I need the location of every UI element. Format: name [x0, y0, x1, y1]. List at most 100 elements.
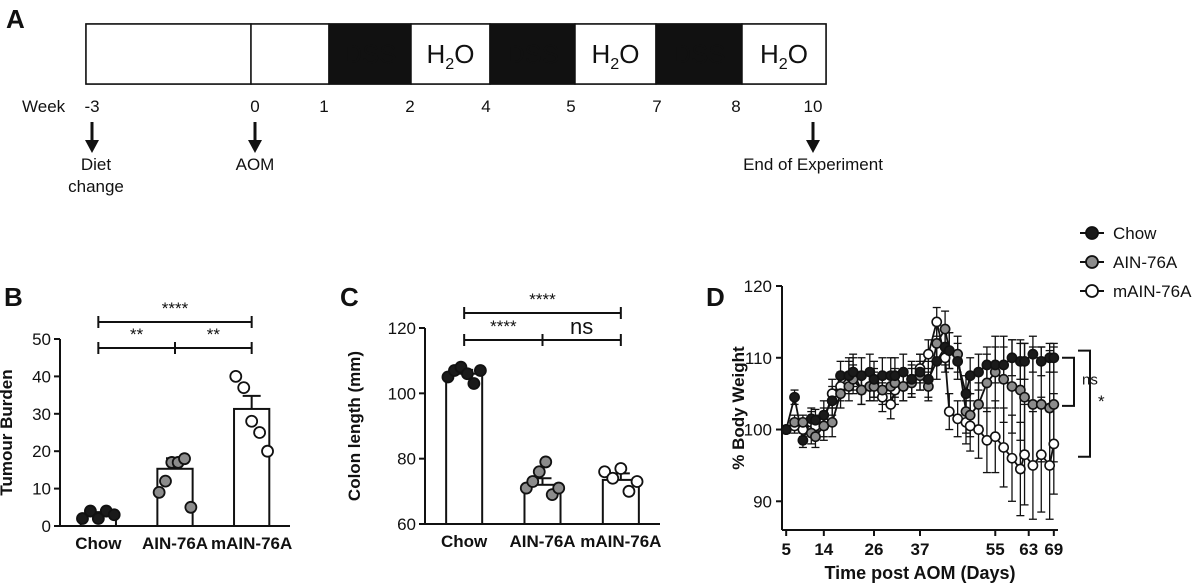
data-point: [245, 414, 259, 428]
data-point: [159, 474, 172, 488]
data-point: [473, 364, 487, 377]
data-point: [939, 323, 951, 335]
data-point: [952, 355, 964, 367]
legend-label: AIN-76A: [1113, 253, 1178, 272]
chart-body-weight: 90 100 110 120 5 14 26 37 55 63 69 Time post AOM (D…: [729, 277, 1105, 583]
y-tick-label: 30: [32, 405, 51, 424]
data-point: [1035, 449, 1047, 461]
timeline-block-label: DSS: [506, 39, 559, 69]
text-part: H: [427, 39, 446, 69]
timeline-block: [741, 23, 827, 85]
text-part: O: [788, 39, 808, 69]
y-tick-label: 100: [388, 384, 416, 403]
x-tick-label: 55: [986, 540, 1005, 559]
data-point: [91, 512, 105, 525]
week-tick-label: 2: [405, 97, 414, 116]
data-point: [532, 465, 546, 479]
arrow-label: Diet: [81, 155, 112, 174]
x-tick-label: 14: [814, 540, 833, 559]
x-tick-label: Chow: [75, 534, 122, 553]
x-tick-label: mAIN-76A: [211, 534, 292, 553]
data-point: [998, 442, 1010, 453]
week-label: Week: [22, 97, 66, 116]
data-point: [826, 416, 838, 428]
data-point: [83, 504, 97, 518]
significance-bracket: [1062, 356, 1075, 407]
data-point: [964, 409, 976, 421]
x-tick-label: 37: [911, 540, 930, 559]
subscript: 2: [610, 55, 619, 73]
data-point: [1027, 460, 1039, 471]
data-point: [606, 471, 620, 485]
panel-label-c: C: [340, 282, 359, 312]
x-tick-label: AIN-76A: [142, 534, 208, 553]
data-point: [780, 424, 792, 435]
data-point: [552, 481, 566, 495]
data-point: [989, 431, 1001, 443]
week-tick-label: 10: [804, 97, 823, 116]
series-line: [785, 321, 1055, 471]
data-point: [467, 377, 481, 390]
timeline-block: [328, 23, 412, 85]
week-tick-label: 5: [566, 97, 575, 116]
text-part: H: [592, 39, 611, 69]
legend-marker: [1085, 255, 1099, 269]
data-point: [931, 355, 943, 367]
data-point: [1014, 463, 1026, 475]
data-point: [107, 508, 121, 522]
y-tick-label: 80: [397, 450, 416, 469]
data-point: [1044, 460, 1056, 471]
data-point: [922, 373, 934, 385]
y-tick-label: 120: [388, 319, 416, 338]
text-part: O: [454, 39, 474, 69]
panel-label-a: A: [6, 4, 25, 34]
week-tick-label: 8: [731, 97, 740, 116]
data-point: [810, 414, 821, 426]
data-point: [622, 484, 636, 498]
data-point: [922, 348, 934, 360]
significance-label: **: [207, 325, 221, 344]
data-point: [960, 388, 972, 400]
data-point: [835, 388, 846, 400]
significance-label: ****: [490, 317, 517, 336]
y-axis-title: % Body Weight: [729, 346, 748, 470]
timeline-block-label: H2O: [760, 39, 808, 73]
subscript: 2: [445, 55, 454, 73]
week-tick-label: 1: [319, 97, 328, 116]
y-tick-label: 110: [745, 349, 772, 368]
arrow-label: End of Experiment: [743, 155, 883, 174]
bar: [445, 372, 484, 525]
significance-label: ****: [162, 299, 189, 318]
data-point: [973, 424, 984, 435]
x-axis-title: Time post AOM (Days): [824, 563, 1015, 583]
data-point: [797, 434, 809, 446]
significance-label: ns: [570, 314, 593, 339]
x-tick-label: 63: [1019, 540, 1038, 559]
week-tick-label: 4: [481, 97, 490, 116]
data-point: [184, 500, 198, 514]
timeline-block-label: DSS: [672, 39, 725, 69]
data-point: [178, 452, 191, 466]
significance-label: ****: [529, 290, 556, 309]
y-tick-label: 100: [744, 421, 772, 440]
subscript: 2: [779, 55, 788, 73]
data-point: [906, 373, 918, 385]
data-point: [943, 406, 955, 417]
timeline-block-label: H2O: [592, 39, 640, 73]
data-point: [931, 316, 943, 328]
week-tick-label: 0: [250, 97, 259, 116]
timeline-block: [489, 23, 576, 85]
y-axis-title: Tumour Burden: [0, 369, 16, 495]
data-point: [998, 359, 1010, 371]
data-point: [885, 399, 897, 410]
week-tick-label: -3: [84, 97, 99, 116]
arrow-label: AOM: [236, 155, 275, 174]
week-tick-label: 7: [652, 97, 661, 116]
significance-label: *: [1098, 392, 1105, 411]
data-point: [789, 391, 800, 403]
legend-marker: [1085, 284, 1099, 298]
x-tick-label: mAIN-76A: [580, 532, 661, 551]
y-tick-label: 0: [42, 517, 51, 536]
data-point: [818, 409, 830, 421]
